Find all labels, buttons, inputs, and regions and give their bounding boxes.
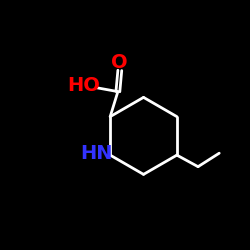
Text: HN: HN bbox=[80, 144, 113, 163]
Text: O: O bbox=[112, 53, 128, 72]
Text: HO: HO bbox=[67, 76, 100, 95]
